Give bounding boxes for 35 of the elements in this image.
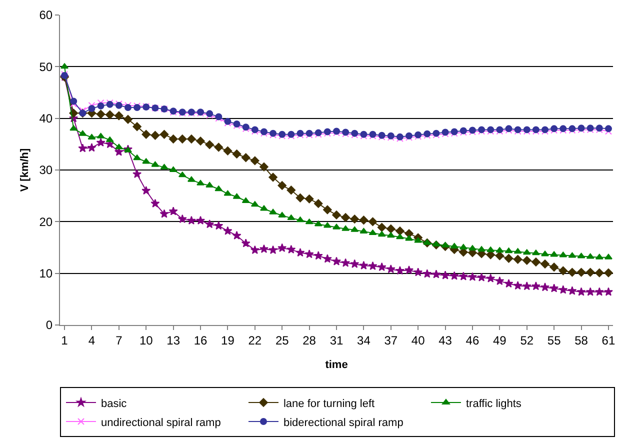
x-tick-label: 46 bbox=[466, 333, 480, 348]
legend-label: lane for turning left bbox=[283, 398, 375, 410]
legend-label: traffic lights bbox=[466, 398, 522, 410]
x-tick-label: 61 bbox=[602, 333, 616, 348]
x-tick-label: 37 bbox=[384, 333, 398, 348]
x-tick-label: 55 bbox=[547, 333, 562, 348]
legend-label: biderectional spiral ramp bbox=[283, 416, 404, 429]
legend-label: basic bbox=[101, 398, 128, 410]
x-tick-label: 34 bbox=[357, 333, 371, 348]
x-tick-label: 1 bbox=[61, 333, 68, 348]
y-tick-label: 40 bbox=[39, 112, 53, 126]
x-tick-label: 4 bbox=[88, 333, 96, 348]
x-tick-label: 31 bbox=[330, 333, 344, 348]
x-tick-label: 40 bbox=[411, 333, 426, 348]
legend-label: undirectional spiral ramp bbox=[101, 416, 221, 429]
x-tick-label: 19 bbox=[221, 333, 235, 348]
x-tick-label: 16 bbox=[194, 333, 208, 348]
y-tick-label: 50 bbox=[39, 60, 53, 74]
y-tick-label: 0 bbox=[46, 318, 53, 332]
y-tick-label: 60 bbox=[39, 8, 53, 22]
y-tick-label: 10 bbox=[39, 266, 53, 281]
x-tick-label: 43 bbox=[438, 333, 452, 348]
x-tick-label: 52 bbox=[520, 333, 534, 348]
y-axis-title: V [km/h] bbox=[18, 148, 31, 192]
x-axis-title: time bbox=[325, 359, 348, 371]
x-tick-label: 22 bbox=[248, 333, 262, 348]
y-tick-label: 20 bbox=[39, 214, 53, 229]
x-tick-label: 49 bbox=[493, 333, 507, 348]
x-tick-label: 13 bbox=[166, 333, 180, 348]
x-tick-label: 7 bbox=[116, 333, 123, 348]
x-tick-label: 28 bbox=[302, 333, 316, 348]
x-tick-label: 10 bbox=[139, 333, 154, 348]
y-tick-label: 30 bbox=[39, 163, 53, 178]
x-tick-label: 58 bbox=[574, 333, 588, 348]
x-tick-label: 25 bbox=[275, 333, 290, 348]
